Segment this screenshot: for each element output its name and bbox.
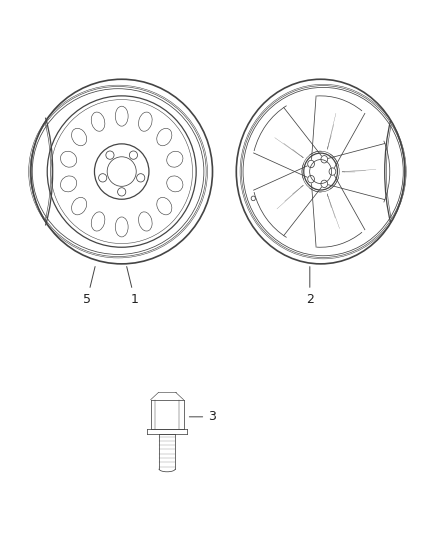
Text: 3: 3 — [189, 410, 216, 423]
Text: 1: 1 — [127, 266, 138, 306]
Text: 5: 5 — [83, 266, 95, 306]
Text: 2: 2 — [306, 266, 314, 306]
